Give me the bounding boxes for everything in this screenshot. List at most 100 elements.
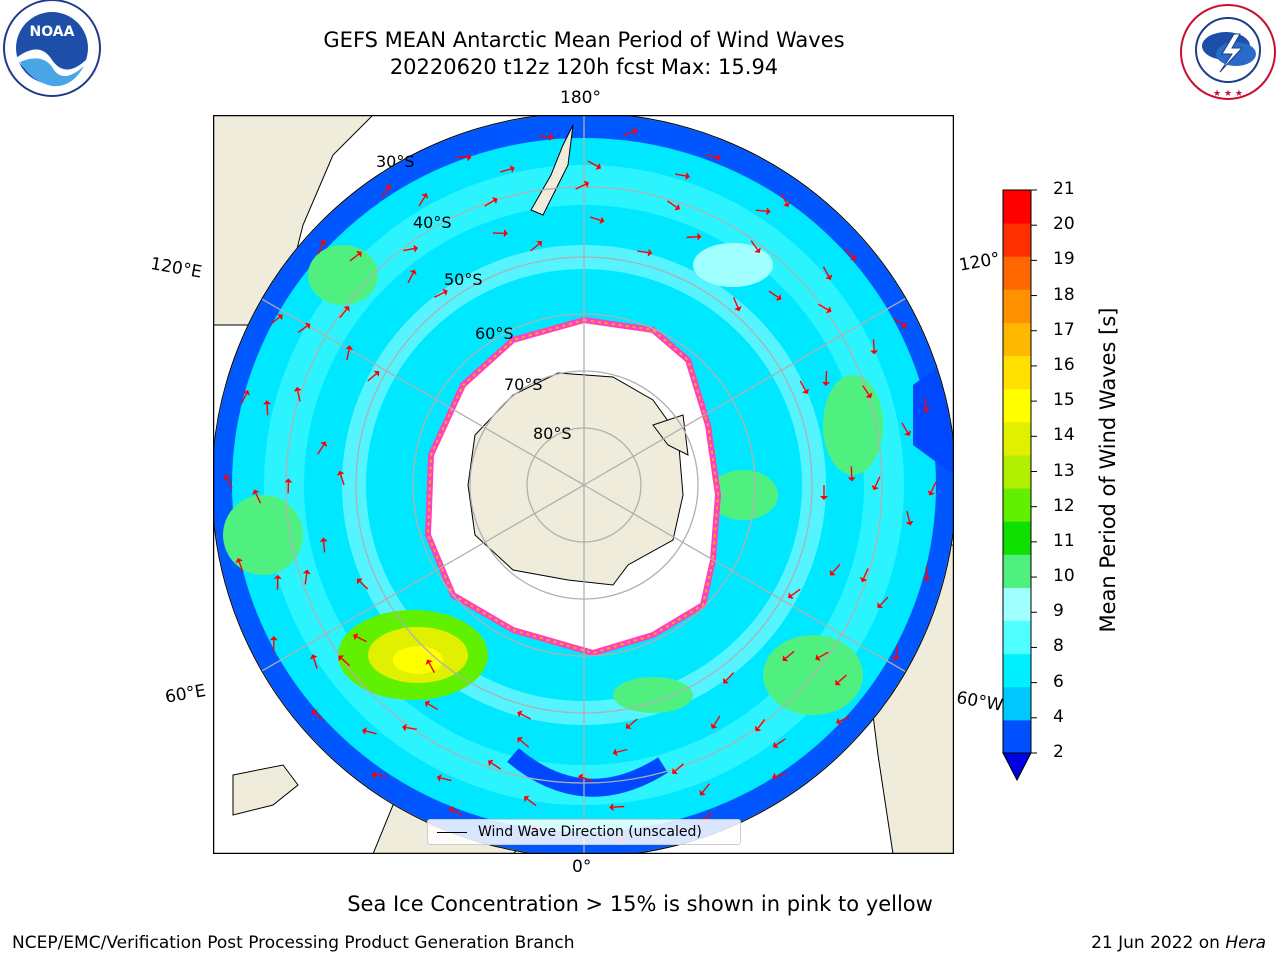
wind-wave-arrowhead — [820, 496, 828, 500]
wind-wave-arrow — [349, 253, 360, 262]
legend-line — [437, 832, 467, 833]
wind-wave-arrowhead — [922, 577, 931, 582]
wind-wave-arrowhead — [242, 390, 250, 396]
wind-wave-arrow — [427, 703, 439, 711]
wind-wave-arrowhead — [815, 654, 821, 662]
wind-wave-arrowhead — [373, 370, 380, 377]
wind-wave-arrow — [675, 173, 687, 177]
wind-wave-arrow — [297, 325, 308, 334]
wind-wave-arrowhead — [775, 294, 782, 301]
wind-wave-arrow — [367, 373, 377, 382]
wind-wave-arrow — [780, 193, 788, 204]
wind-wave-arrowhead — [871, 484, 879, 491]
wind-wave-arrowhead — [674, 203, 680, 211]
wind-wave-arrowhead — [822, 381, 831, 387]
wind-wave-arrow — [405, 726, 417, 730]
nws-logo: ★ ★ ★ — [1180, 4, 1276, 100]
wind-wave-arrow — [862, 385, 870, 396]
lon-label-0: 0° — [572, 857, 592, 877]
wind-wave-arrowhead — [922, 408, 931, 413]
colorbar-tick-label: 6 — [1053, 671, 1064, 692]
wind-wave-arrowhead — [892, 656, 901, 661]
wind-wave-arrowhead — [754, 247, 761, 253]
land-new-zealand — [530, 124, 574, 216]
wind-wave-arrow — [790, 588, 801, 597]
wind-wave-arrowhead — [402, 723, 407, 732]
wind-wave-arrowhead — [612, 748, 618, 757]
land-antarctica — [467, 372, 684, 586]
lat-label-50s: 50°S — [444, 270, 483, 289]
colorbar-tick-label: 14 — [1053, 425, 1075, 446]
colorbar-swatch — [1003, 620, 1031, 655]
colorbar-swatch — [1003, 587, 1031, 622]
wind-wave-arrowhead — [836, 717, 842, 725]
wind-wave-arrow — [839, 715, 850, 723]
wind-wave-arrow — [799, 380, 807, 391]
colorbar-tick-label: 4 — [1053, 706, 1064, 727]
colorbar-extend-triangle — [1002, 752, 1032, 782]
wind-wave-arrow — [581, 776, 593, 782]
wind-wave-arrowhead — [578, 773, 584, 782]
chart-subtitle: 20220620 t12z 120h fcst Max: 15.94 — [389, 55, 779, 79]
wind-wave-arrow — [403, 247, 415, 252]
wind-wave-arrow — [702, 783, 711, 793]
producer-credit: NCEP/EMC/Verification Post Processing Pr… — [12, 933, 575, 953]
wind-wave-arrowhead — [609, 803, 614, 812]
colorbar-tick-label: 13 — [1053, 460, 1075, 481]
wind-wave-arrow — [906, 510, 911, 522]
wind-wave-arrowhead — [523, 795, 530, 803]
noaa-logo: NOAA — [3, 0, 101, 97]
colorbar-swatch — [1003, 289, 1031, 323]
wind-wave-arrow — [428, 662, 435, 673]
wind-wave-arrow — [757, 719, 766, 729]
colorbar-swatch — [1003, 223, 1031, 257]
wind-wave-arrowhead — [487, 759, 494, 767]
wind-wave-arrowhead — [829, 569, 836, 576]
colorbar-swatch — [1003, 686, 1031, 721]
wind-wave-arrowhead — [904, 430, 912, 436]
wind-wave-arrow — [725, 672, 735, 682]
wind-wave-arrowhead — [309, 654, 318, 660]
wind-wave-arrowhead — [371, 771, 376, 780]
wind-wave-arrow — [589, 216, 601, 222]
wind-wave-arrowhead — [625, 722, 632, 730]
wind-wave-arrow — [317, 444, 325, 455]
wind-wave-arrowhead — [859, 576, 868, 583]
colorbar-swatch — [1003, 256, 1031, 290]
wind-wave-arrowhead — [421, 193, 429, 199]
wind-wave-arrow — [750, 240, 759, 251]
lat-label-60s: 60°S — [475, 324, 514, 343]
colorbar-tick-label: 18 — [1053, 284, 1075, 305]
wind-wave-arrow — [530, 243, 540, 252]
wind-wave-arrow — [418, 196, 426, 207]
wind-wave-arrow — [616, 748, 628, 753]
wind-wave-arrowhead — [754, 725, 762, 732]
wind-wave-arrow — [451, 809, 463, 816]
wind-wave-arrow — [304, 573, 308, 585]
colorbar-tick-label: 11 — [1053, 530, 1075, 551]
wind-wave-arrow — [845, 248, 854, 258]
lat-label-30s: 30°S — [376, 152, 415, 171]
wind-wave-arrowhead — [338, 655, 345, 662]
wind-wave-arrow — [314, 712, 323, 722]
wind-wave-arrowhead — [413, 244, 419, 253]
wind-wave-arrow — [365, 730, 377, 735]
wind-wave-arrowhead — [409, 269, 417, 275]
colorbar-tick-label: 19 — [1053, 249, 1075, 270]
wind-wave-arrow — [895, 645, 898, 658]
wind-wave-arrow — [375, 774, 387, 778]
colorbar: 21 20 19 18 17 16 15 14 13 12 11 10 9 8 6 4 2 — [995, 180, 1075, 790]
wind-wave-arrow — [785, 650, 795, 659]
wind-wave-arrow — [775, 738, 786, 746]
wind-wave-arrow — [667, 200, 677, 208]
wind-wave-arrowhead — [345, 345, 354, 351]
wind-wave-arrowhead — [353, 633, 359, 641]
wind-wave-arrowhead — [425, 659, 433, 665]
wind-wave-arrowhead — [835, 679, 841, 686]
wind-wave-arrow — [924, 397, 927, 409]
svg-text:NOAA: NOAA — [30, 24, 75, 40]
colorbar-swatch — [1003, 719, 1031, 754]
wind-wave-arrow — [832, 563, 841, 573]
wind-wave-arrow — [340, 657, 351, 667]
wind-wave-arrow — [381, 187, 389, 198]
